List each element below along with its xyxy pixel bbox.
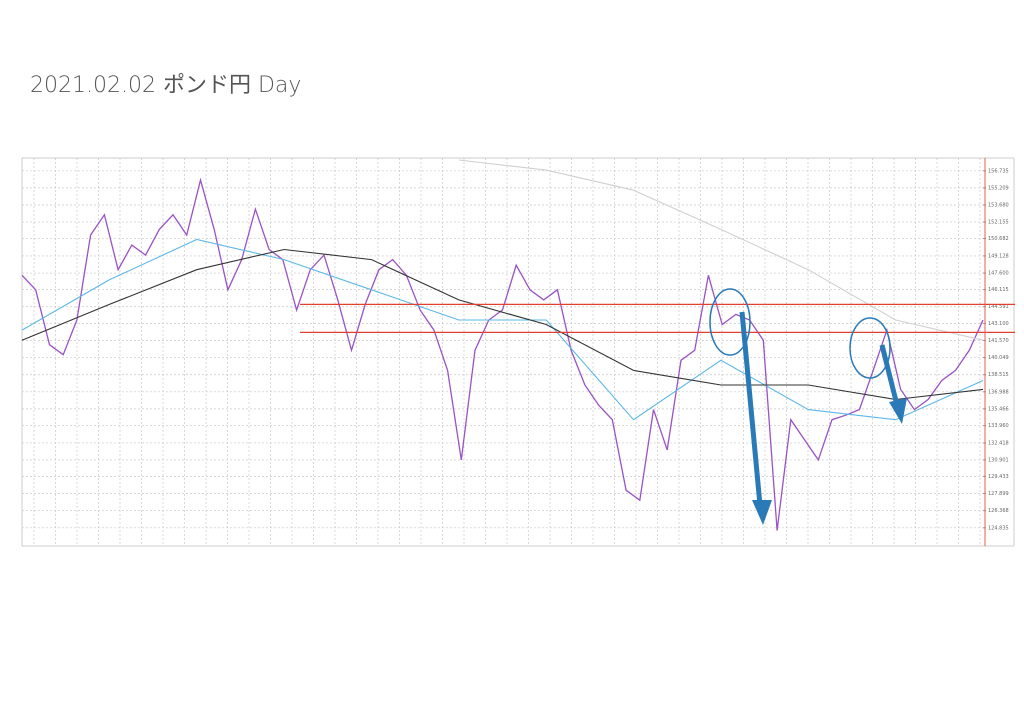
plot-area [21,157,1015,547]
y-tick-label: 129.433 [988,474,1009,480]
chart-title: 2021.02.02 ポンド円 Day [30,73,301,98]
y-tick-label: 126.368 [988,508,1009,514]
y-tick-label: 149.128 [988,253,1009,259]
y-tick-label: 124.835 [988,525,1009,531]
y-tick-label: 150.682 [988,236,1009,242]
grid: 124.835 126.368 127.899 129.433 130.901 132.4… [22,158,1009,545]
arrow-head [889,398,907,424]
highlight-circle [709,288,751,356]
series-line [458,159,984,341]
y-tick-label: 136.988 [988,389,1009,395]
y-tick-label: 135.466 [988,406,1009,412]
series-line [21,177,984,531]
series-line [21,238,984,421]
y-tick-label: 144.591 [988,304,1009,310]
y-tick-label: 127.899 [988,491,1009,497]
arrow [739,311,763,506]
y-tick-label: 156.735 [988,168,1009,174]
marks [21,159,1015,531]
arrow-head [752,500,772,525]
y-tick-label: 133.960 [988,423,1009,429]
y-tick-label: 143.100 [988,321,1009,327]
y-tick-label: 153.680 [988,202,1009,208]
y-tick-label: 132.418 [988,440,1009,446]
arrow [879,344,900,406]
y-tick-label: 155.209 [988,185,1009,191]
y-tick-label: 146.115 [988,287,1009,293]
y-tick-label: 140.049 [988,355,1009,361]
y-tick-label: 130.901 [988,457,1009,463]
y-tick-label: 138.515 [988,372,1009,378]
highlight-circle [849,317,891,379]
series-line [21,248,984,401]
y-tick-label: 152.155 [988,220,1009,226]
y-tick-label: 147.600 [988,271,1009,277]
annotations [709,158,986,546]
y-tick-label: 141.570 [988,338,1009,344]
